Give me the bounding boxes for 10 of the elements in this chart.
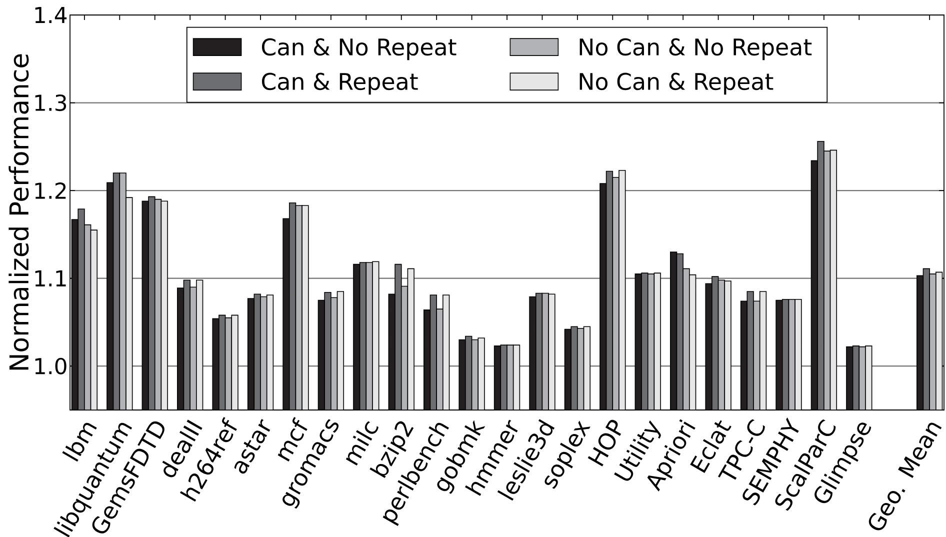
y-tick-label: 1.0: [35, 358, 66, 374]
legend-label: No Can & Repeat: [580, 72, 774, 95]
legend-label: No Can & No Repeat: [580, 38, 812, 60]
y-axis-title: Normalized Performance: [8, 54, 29, 370]
y-tick-label: 1.4: [35, 7, 67, 23]
y-tick-label: 1.1: [35, 270, 66, 286]
legend-label: Can & Repeat: [262, 72, 418, 95]
y-tick-label: 1.2: [35, 182, 66, 199]
y-tick-label: 1.3: [35, 94, 66, 112]
legend-label: Can & No Repeat: [262, 38, 456, 60]
